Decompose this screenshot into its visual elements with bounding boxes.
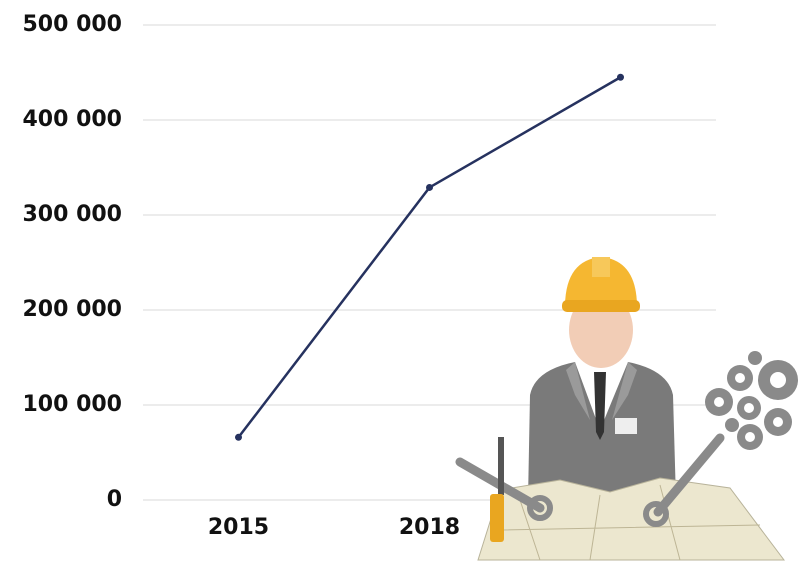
point [235,434,242,441]
point [617,74,624,81]
x-tick-label: 2018 [399,515,460,540]
point [426,184,433,191]
y-tick-label: 100 000 [22,392,122,417]
page: {"chart_data": {"type": "line", "categor… [0,0,799,563]
chart: 0 100 000 200 000 300 000 400 000 500 000 2015… [0,0,799,563]
y-tick-label: 400 000 [22,107,122,132]
y-tick-label: 300 000 [22,202,122,227]
y-tick-label: 500 000 [22,12,122,37]
engineer-illustration [460,257,798,560]
y-tick-label: 200 000 [22,297,122,322]
x-tick-label: 2015 [208,515,269,540]
y-tick-label: 0 [107,487,122,512]
